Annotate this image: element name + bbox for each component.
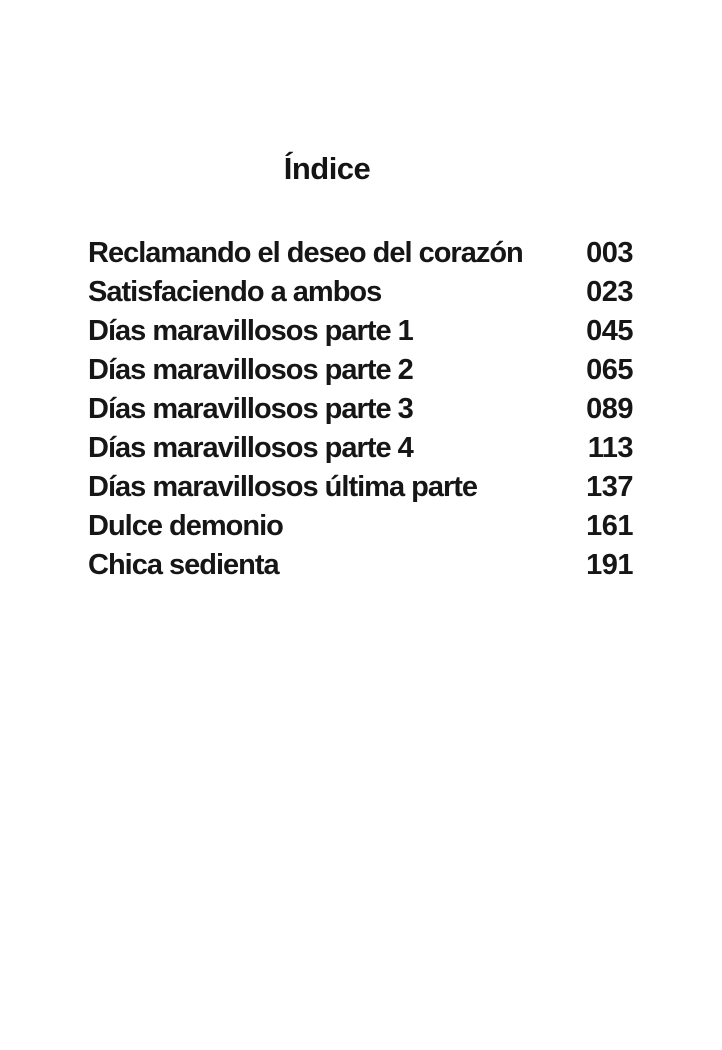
toc-entry-page: 161 (586, 510, 633, 542)
toc-entry-page: 191 (586, 549, 633, 581)
toc-entry-label: Días maravillosos parte 1 (88, 315, 414, 347)
toc-entry-label: Días maravillosos parte 3 (88, 393, 414, 425)
toc-entry-label: Chica sedienta (88, 549, 280, 581)
toc-row: Chica sedienta 191 (88, 546, 634, 585)
toc-entry-label: Satisfaciendo a ambos (88, 276, 382, 308)
toc-entry-page: 089 (586, 393, 633, 425)
toc-entry-label: Días maravillosos parte 2 (88, 354, 414, 386)
toc-row: Reclamando el deseo del corazón 003 (88, 234, 634, 273)
toc-row: Días maravillosos parte 3 089 (88, 390, 634, 429)
toc-entry-page: 003 (586, 237, 633, 269)
page-title: Índice (283, 151, 371, 186)
toc-entry-page: 113 (587, 432, 634, 464)
toc-entry-page: 045 (586, 315, 633, 347)
toc-row: Días maravillosos parte 2 065 (88, 351, 634, 390)
toc-row: Días maravillosos última parte 137 (88, 468, 634, 507)
toc-row: Dulce demonio 161 (88, 507, 634, 546)
toc-entry-label: Días maravillosos última parte (88, 471, 478, 503)
table-of-contents: Reclamando el deseo del corazón 003 Sati… (88, 234, 634, 585)
toc-row: Días maravillosos parte 1 045 (88, 312, 634, 351)
toc-row: Días maravillosos parte 4 113 (88, 429, 634, 468)
toc-entry-page: 065 (586, 354, 633, 386)
toc-entry-label: Reclamando el deseo del corazón (88, 237, 524, 269)
toc-entry-page: 137 (586, 471, 633, 503)
toc-entry-label: Días maravillosos parte 4 (88, 432, 414, 464)
toc-row: Satisfaciendo a ambos 023 (88, 273, 634, 312)
toc-entry-page: 023 (586, 276, 633, 308)
toc-entry-label: Dulce demonio (88, 510, 284, 542)
